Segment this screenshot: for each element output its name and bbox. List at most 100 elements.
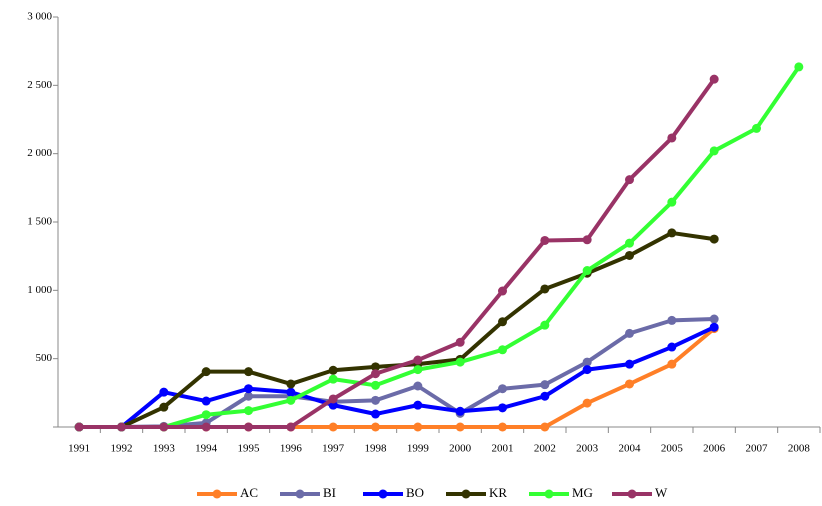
legend-marker: [544, 489, 554, 499]
x-tick-label: 2000: [449, 443, 472, 455]
data-point: [371, 362, 380, 372]
series-line: [79, 65, 801, 429]
data-point: [371, 380, 380, 390]
data-point: [625, 238, 634, 248]
data-point: [498, 384, 507, 394]
legend-label: MG: [572, 485, 593, 500]
series-line: [79, 325, 716, 429]
data-point: [371, 422, 380, 432]
x-tick-label: 2005: [661, 443, 684, 455]
data-point: [244, 406, 253, 416]
data-point: [455, 422, 465, 432]
legend-label: W: [655, 485, 668, 500]
data-point: [455, 357, 465, 367]
data-point: [709, 74, 719, 84]
data-point: [455, 406, 465, 416]
data-point: [667, 197, 677, 207]
data-point: [286, 379, 296, 389]
data-point: [667, 315, 677, 325]
data-point: [413, 422, 423, 432]
data-point: [244, 384, 253, 394]
data-point: [413, 355, 423, 365]
data-point: [371, 395, 380, 405]
y-tick-label: 2 000: [27, 147, 52, 159]
x-tick-label: 2002: [534, 443, 556, 455]
data-point: [540, 391, 550, 401]
data-point: [582, 235, 592, 245]
x-tick-label: 1992: [111, 443, 133, 455]
x-tick-label: 1996: [280, 443, 303, 455]
y-tick-label: 1 000: [27, 284, 52, 296]
data-point: [201, 367, 211, 377]
data-point: [667, 133, 677, 143]
data-point: [625, 328, 634, 338]
data-point: [371, 369, 380, 379]
data-point: [709, 146, 719, 156]
data-point: [625, 250, 634, 260]
data-point: [328, 394, 338, 404]
data-point: [159, 402, 169, 412]
data-point: [201, 410, 211, 420]
data-point: [540, 320, 550, 330]
data-point: [328, 400, 338, 410]
x-tick-label: 2001: [492, 443, 514, 455]
data-point: [117, 422, 126, 432]
data-point: [371, 409, 380, 419]
data-point: [625, 359, 634, 369]
data-point: [244, 367, 253, 377]
series-line: [79, 317, 715, 429]
x-tick-label: 2007: [746, 443, 769, 455]
x-tick-label: 2004: [619, 443, 642, 455]
series-line: [79, 78, 716, 429]
y-tick-label: 3 000: [27, 11, 52, 23]
y-tick-label: 500: [36, 352, 53, 364]
data-point: [752, 123, 761, 133]
data-point: [455, 337, 465, 347]
data-point: [74, 422, 84, 432]
data-point: [709, 322, 719, 332]
data-point: [201, 422, 211, 432]
data-point: [413, 381, 423, 391]
x-tick-label: 1993: [153, 443, 176, 455]
data-point: [794, 62, 804, 72]
legend-label: KR: [489, 485, 507, 500]
data-point: [540, 284, 550, 294]
data-point: [413, 365, 423, 375]
data-point: [540, 422, 550, 432]
legend-label: BO: [406, 485, 424, 500]
data-point: [498, 317, 507, 327]
data-point: [286, 422, 296, 432]
data-point: [498, 345, 507, 355]
legend-label: AC: [240, 485, 258, 500]
x-tick-label: 1995: [238, 443, 261, 455]
data-point: [582, 357, 592, 367]
data-point: [709, 234, 719, 244]
data-point: [498, 286, 507, 296]
legend-marker: [378, 489, 388, 499]
x-tick-label: 2006: [703, 443, 726, 455]
data-point: [159, 422, 169, 432]
x-tick-label: 2008: [788, 443, 811, 455]
data-point: [328, 365, 338, 375]
data-point: [244, 422, 253, 432]
data-point: [582, 266, 592, 276]
data-point: [625, 175, 634, 185]
data-point: [159, 387, 169, 397]
legend-label: BI: [323, 485, 336, 500]
data-point: [582, 398, 592, 408]
data-point: [540, 235, 550, 245]
series-line: [79, 230, 715, 429]
data-point: [625, 379, 634, 389]
data-point: [286, 395, 296, 405]
legend-marker: [212, 489, 222, 499]
x-tick-label: 1991: [68, 443, 90, 455]
data-point: [201, 396, 211, 406]
x-tick-label: 1999: [407, 443, 430, 455]
legend-marker: [627, 489, 637, 499]
x-tick-label: 1997: [322, 443, 345, 455]
x-tick-label: 1998: [365, 443, 388, 455]
legend-marker: [461, 489, 471, 499]
data-point: [498, 422, 507, 432]
data-point: [667, 342, 677, 352]
